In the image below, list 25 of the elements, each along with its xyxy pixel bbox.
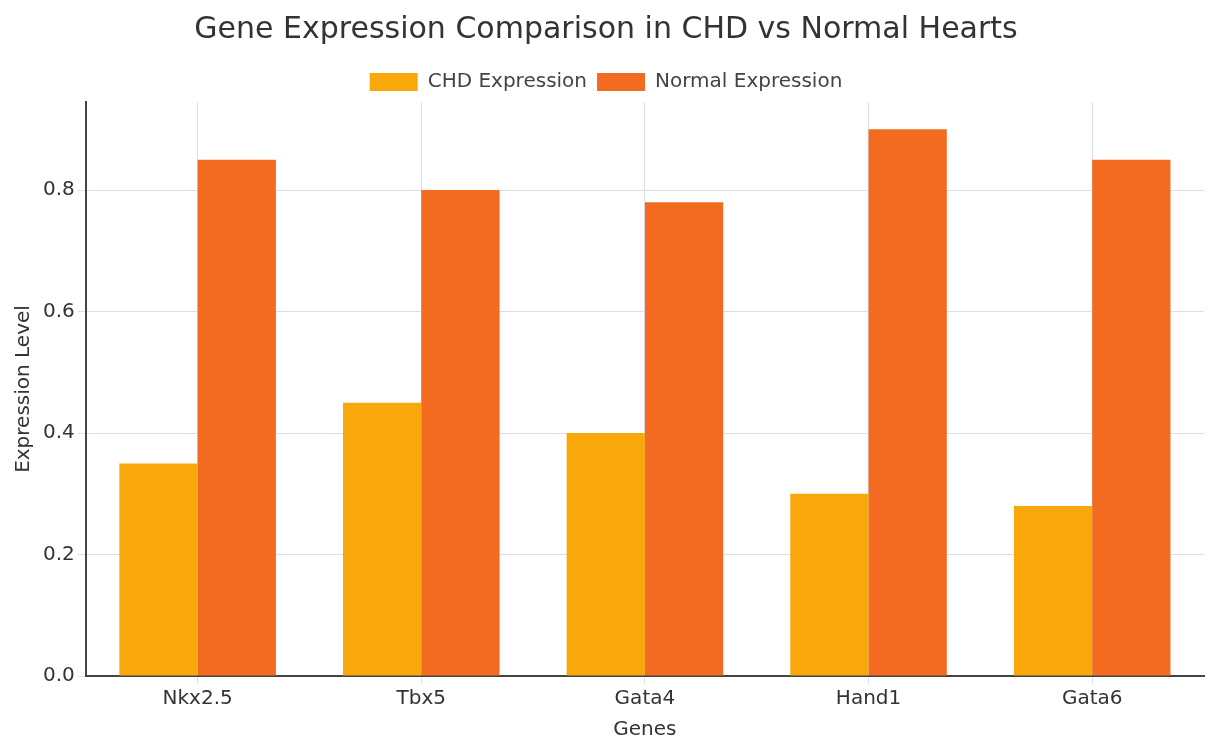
bar (1013, 505, 1093, 676)
legend-label: Normal Expression (655, 68, 843, 93)
bar (342, 402, 422, 676)
y-tick-label: 0.8 (42, 176, 75, 201)
y-tick-label: 0.2 (42, 540, 75, 565)
x-tick-label: Nkx2.5 (162, 685, 233, 710)
x-tick-label: Hand1 (835, 685, 902, 710)
y-tick-label: 0.0 (42, 662, 75, 687)
bar (119, 463, 198, 676)
y-axis-title: Expression Level (10, 305, 35, 473)
x-axis-title: Genes (613, 716, 677, 741)
bar (1092, 159, 1171, 676)
x-tick-label: Tbx5 (395, 685, 447, 710)
bar (566, 433, 645, 676)
x-tick-label: Gata6 (1061, 685, 1123, 710)
chart-title: Gene Expression Comparison in CHD vs Normal Hearts (194, 9, 1018, 45)
bar (421, 190, 500, 676)
bar (197, 159, 276, 676)
bar (790, 493, 869, 676)
y-tick-label: 0.4 (42, 419, 75, 444)
legend-label: CHD Expression (427, 68, 588, 93)
bar (868, 129, 947, 676)
y-tick-label: 0.6 (42, 297, 75, 322)
x-tick-label: Gata4 (614, 685, 676, 710)
bar (644, 202, 724, 676)
